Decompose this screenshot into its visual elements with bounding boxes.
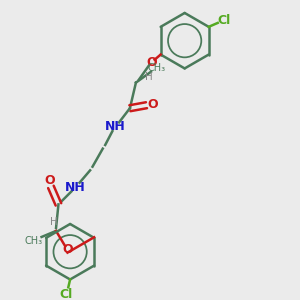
Text: NH: NH — [105, 120, 126, 134]
Text: CH₃: CH₃ — [148, 62, 166, 73]
Text: CH₃: CH₃ — [24, 236, 43, 246]
Text: H: H — [145, 72, 152, 82]
Text: Cl: Cl — [217, 14, 230, 27]
Text: H: H — [50, 217, 58, 227]
Text: NH: NH — [65, 181, 85, 194]
Text: O: O — [44, 174, 55, 188]
Text: O: O — [148, 98, 158, 111]
Text: Cl: Cl — [60, 288, 73, 300]
Text: O: O — [62, 242, 73, 256]
Text: O: O — [146, 56, 157, 69]
